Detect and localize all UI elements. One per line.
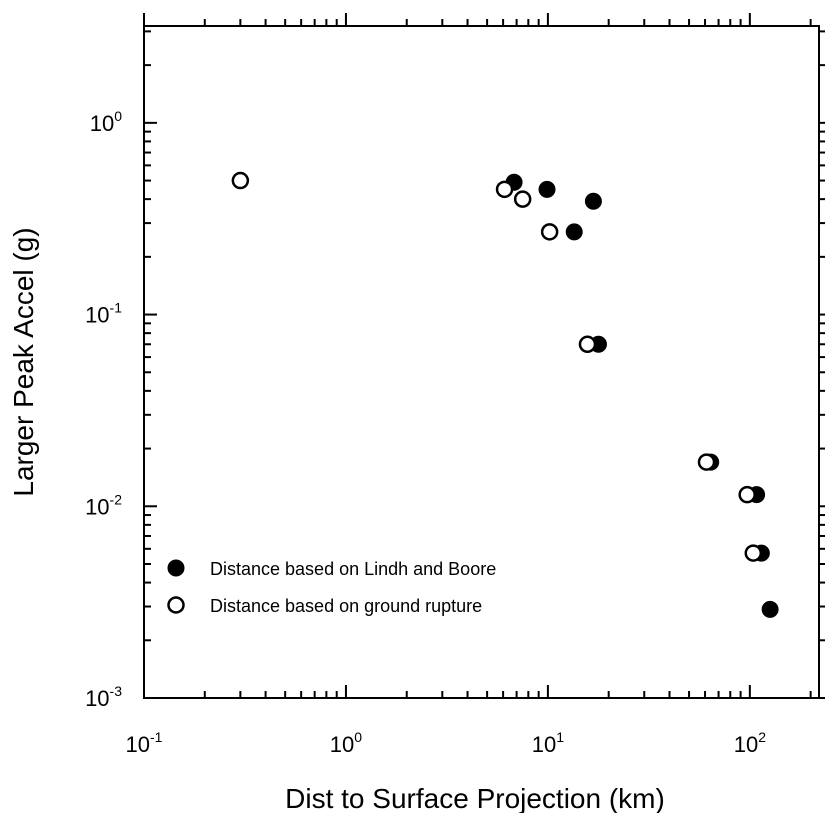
legend-label-lindh-boore: Distance based on Lindh and Boore (210, 559, 496, 579)
y-tick-label: 100 (90, 108, 122, 136)
x-tick-label: 101 (532, 729, 564, 757)
x-tick-label: 10-1 (126, 729, 163, 757)
data-point-ground-rupture (697, 453, 716, 471)
data-point-ground-rupture (540, 223, 559, 241)
data-point-lindh-boore (761, 600, 779, 618)
data-point-lindh-boore (538, 180, 556, 198)
data-point-lindh-boore (584, 192, 602, 210)
legend-marker-open (167, 596, 185, 614)
data-point-ground-rupture (744, 544, 763, 562)
legend: Distance based on Lindh and Boore Distan… (167, 559, 496, 616)
data-points (231, 171, 779, 618)
legend-marker-filled (167, 559, 185, 577)
data-point-ground-rupture (738, 485, 756, 504)
data-point-ground-rupture (578, 335, 597, 354)
legend-label-ground-rupture: Distance based on ground rupture (210, 596, 482, 616)
data-point-ground-rupture (513, 190, 532, 208)
x-tick-label: 102 (734, 729, 766, 757)
x-tick-label: 100 (330, 729, 362, 757)
y-tick-label: 10-3 (85, 683, 122, 711)
y-tick-label: 10-1 (85, 300, 122, 328)
y-tick-label: 10-2 (85, 491, 122, 519)
data-point-lindh-boore (565, 223, 583, 241)
y-axis-title: Larger Peak Accel (g) (8, 227, 39, 496)
x-axis-title: Dist to Surface Projection (km) (285, 783, 665, 813)
plot-frame (143, 25, 820, 699)
data-point-ground-rupture (231, 171, 250, 190)
data-point-ground-rupture (495, 180, 514, 199)
tick-labels: 10-1 100 101 102 10-3 10-2 10-1 100 (85, 108, 766, 757)
